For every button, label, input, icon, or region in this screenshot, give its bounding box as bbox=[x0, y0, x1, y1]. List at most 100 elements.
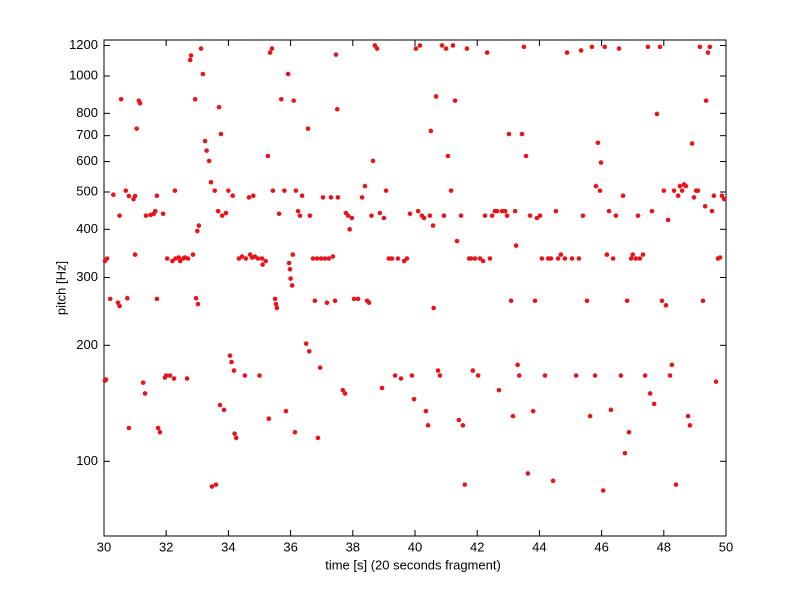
point bbox=[198, 46, 204, 51]
point bbox=[564, 50, 570, 55]
point bbox=[278, 97, 284, 102]
point bbox=[246, 195, 252, 200]
point bbox=[177, 258, 183, 264]
point bbox=[226, 188, 231, 193]
point bbox=[223, 210, 229, 216]
point bbox=[628, 256, 634, 261]
point bbox=[377, 210, 383, 216]
point bbox=[700, 298, 706, 304]
point bbox=[317, 365, 323, 370]
point bbox=[595, 140, 601, 146]
point bbox=[185, 256, 191, 261]
point bbox=[413, 46, 419, 51]
point bbox=[263, 258, 269, 264]
point bbox=[215, 208, 221, 214]
point bbox=[439, 43, 445, 48]
point bbox=[257, 373, 262, 378]
point bbox=[154, 193, 160, 199]
point bbox=[600, 488, 606, 493]
point bbox=[285, 71, 291, 77]
point bbox=[395, 256, 401, 261]
point bbox=[441, 213, 447, 218]
point bbox=[450, 43, 456, 48]
point bbox=[160, 211, 166, 217]
point bbox=[657, 44, 663, 50]
point bbox=[192, 97, 198, 102]
point bbox=[288, 276, 293, 281]
point bbox=[597, 188, 603, 193]
point bbox=[428, 128, 434, 134]
point bbox=[227, 353, 233, 358]
point bbox=[200, 71, 206, 77]
point bbox=[195, 301, 201, 307]
point bbox=[374, 46, 380, 51]
point bbox=[677, 183, 683, 189]
point bbox=[172, 188, 178, 193]
point bbox=[170, 258, 175, 264]
point bbox=[366, 300, 372, 306]
x-tick-label: 34 bbox=[221, 539, 235, 554]
point bbox=[651, 401, 657, 407]
point bbox=[542, 373, 548, 378]
point bbox=[719, 193, 725, 199]
point bbox=[431, 305, 436, 311]
point bbox=[569, 256, 575, 261]
point bbox=[604, 252, 610, 257]
point bbox=[195, 228, 200, 234]
point bbox=[283, 408, 289, 414]
point bbox=[318, 256, 324, 261]
point bbox=[443, 46, 449, 51]
point bbox=[685, 413, 691, 419]
point bbox=[508, 298, 514, 304]
point bbox=[206, 158, 212, 164]
point bbox=[229, 359, 234, 365]
point bbox=[349, 215, 355, 221]
point bbox=[521, 44, 527, 50]
point bbox=[153, 208, 158, 214]
point bbox=[717, 255, 723, 260]
point bbox=[330, 254, 336, 259]
point bbox=[340, 387, 346, 393]
point bbox=[470, 368, 476, 373]
point bbox=[606, 208, 612, 214]
point bbox=[369, 213, 374, 218]
point bbox=[204, 148, 209, 153]
x-tick-label: 32 bbox=[159, 539, 173, 554]
point bbox=[417, 43, 423, 48]
point bbox=[276, 211, 282, 217]
point bbox=[477, 256, 483, 261]
point bbox=[562, 256, 568, 261]
point bbox=[573, 373, 579, 378]
y-axis-label: pitch [Hz] bbox=[53, 261, 68, 315]
point bbox=[273, 301, 279, 307]
point bbox=[259, 256, 265, 261]
point bbox=[464, 46, 470, 51]
point bbox=[137, 100, 143, 106]
point bbox=[111, 192, 116, 197]
point bbox=[472, 256, 478, 261]
point bbox=[291, 98, 297, 103]
point bbox=[578, 48, 584, 53]
point bbox=[334, 106, 340, 112]
point bbox=[196, 223, 202, 228]
point bbox=[163, 373, 169, 378]
point bbox=[221, 407, 227, 413]
point bbox=[231, 368, 237, 373]
point bbox=[208, 179, 214, 185]
point bbox=[297, 213, 303, 218]
y-tick-label: 700 bbox=[76, 127, 98, 142]
point bbox=[584, 298, 590, 304]
point bbox=[468, 256, 474, 261]
point bbox=[423, 408, 429, 414]
point bbox=[669, 362, 675, 368]
point bbox=[618, 373, 624, 378]
y-tick-label: 600 bbox=[76, 153, 98, 168]
point bbox=[475, 373, 481, 378]
point bbox=[306, 348, 312, 354]
point bbox=[645, 44, 651, 50]
point bbox=[142, 391, 148, 396]
point bbox=[272, 296, 278, 302]
point bbox=[550, 478, 556, 484]
point bbox=[411, 396, 417, 402]
